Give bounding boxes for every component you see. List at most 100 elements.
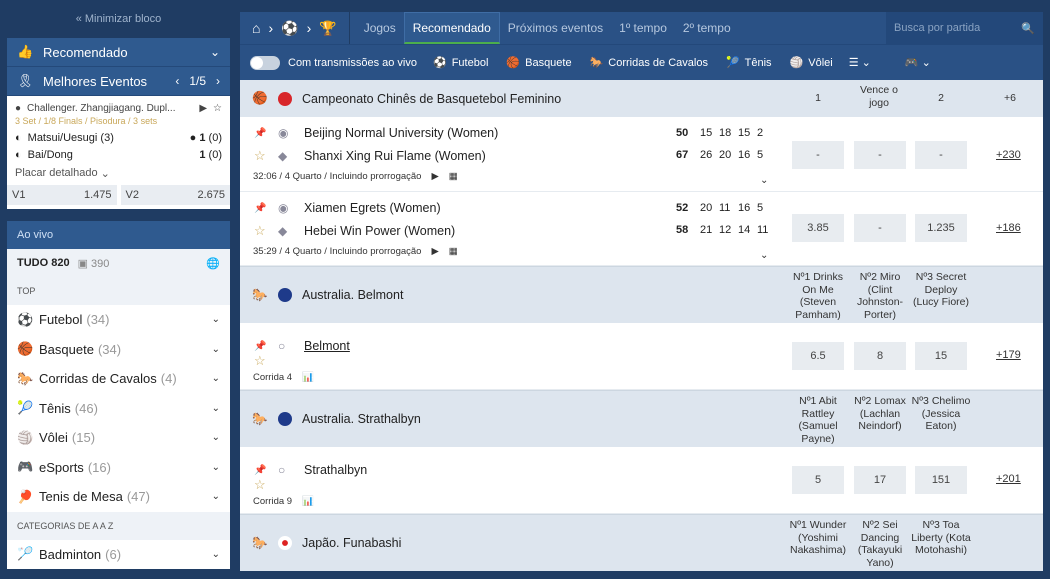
all-live-filter[interactable]: TUDO 820 ▣ 390 🌐 <box>7 249 230 277</box>
chevron-down-icon[interactable]: ⌄ <box>211 432 220 444</box>
sidebar-sport-item[interactable]: 🏓 Tenis de Mesa (47) ⌄ <box>7 482 230 512</box>
sport-name: Vôlei <box>39 430 68 446</box>
league-header[interactable]: 🐎 Australia. Belmont Nº1 Drinks On Me (St… <box>240 266 1043 323</box>
prev-icon[interactable]: ‹ <box>175 74 180 88</box>
odd-button[interactable]: - <box>792 141 844 169</box>
sidebar-sport-item[interactable]: 🐎 Corridas de Cavalos (4) ⌄ <box>7 364 230 394</box>
race-name[interactable]: Strathalbyn <box>304 463 368 477</box>
odd-v2[interactable]: V2 2.675 <box>120 185 230 205</box>
star-icon[interactable]: ☆ <box>254 223 266 238</box>
odd-value: 1.475 <box>83 189 112 201</box>
sidebar-sport-item[interactable]: 🏐 Vôlei (15) ⌄ <box>7 423 230 453</box>
sidebar-sport-item[interactable]: 🎾 Tênis (46) ⌄ <box>7 394 230 424</box>
sidebar-sport-item[interactable]: 🏀 Basquete (34) ⌄ <box>7 335 230 365</box>
chevron-down-icon[interactable]: ⌄ <box>211 373 220 385</box>
tab[interactable]: 1º tempo <box>619 21 667 35</box>
sports-icon[interactable]: ⚽ <box>281 19 299 36</box>
pin-icon[interactable]: 📌 <box>254 202 267 214</box>
league-header[interactable]: 🐎 Australia. Strathalbyn Nº1 Abit Rattley… <box>240 390 1043 447</box>
recommended-header[interactable]: 👍 Recomendado ⌄ <box>7 38 230 67</box>
chevron-down-icon[interactable]: ⌄ <box>760 175 769 186</box>
filter-sport[interactable]: 🏐 Vôlei <box>790 56 833 69</box>
odd-v1[interactable]: V1 1.475 <box>7 185 117 205</box>
more-markets-link[interactable]: +179 <box>996 349 1021 361</box>
odd-button[interactable]: 17 <box>854 466 906 494</box>
next-icon[interactable]: › <box>216 74 220 88</box>
minimize-block-button[interactable]: « Minimizar bloco <box>75 13 162 25</box>
detailed-score-toggle[interactable]: Placar detalhado ⌄ <box>15 167 110 180</box>
tab[interactable]: Jogos <box>363 21 396 35</box>
recommended-label: Recomendado <box>43 44 128 60</box>
pin-icon[interactable]: 📌 <box>254 340 267 352</box>
stats-icon[interactable]: 📊 <box>302 372 314 383</box>
odd-button[interactable]: 5 <box>792 466 844 494</box>
sidebar-sport-item[interactable]: 🎮 eSports (16) ⌄ <box>7 453 230 483</box>
chevron-down-icon[interactable]: ⌄ <box>211 343 220 355</box>
trophy-icon[interactable]: 🏆 <box>319 19 337 36</box>
chevron-down-icon[interactable]: ⌄ <box>760 250 769 261</box>
odd-button[interactable]: - <box>854 141 906 169</box>
score: 67 <box>676 149 689 161</box>
chevron-down-icon[interactable]: ⌄ <box>209 45 220 59</box>
filter-sport[interactable]: 🐎 Corridas de Cavalos <box>590 56 708 69</box>
chevron-down-icon[interactable]: ⌄ <box>211 548 220 560</box>
chevron-down-icon[interactable]: ⌄ <box>211 491 220 503</box>
race-row[interactable]: 📌 ○ Strathalbyn ☆ Corrida 9 📊 5 17 151 +201 <box>240 447 1043 514</box>
horse-icon: 🐎 <box>252 287 268 302</box>
race-name[interactable]: Belmont <box>304 339 350 353</box>
pin-icon[interactable]: 📌 <box>254 127 267 139</box>
match-row[interactable]: 📌 ◉ Beijing Normal University (Women) ☆ ◆ Sh… <box>240 117 1043 192</box>
odd-button[interactable]: - <box>854 214 906 242</box>
filter-sport[interactable]: 🎾 Tênis <box>726 56 772 69</box>
league-header[interactable]: 🐎 Japão. Funabashi Nº1 Wunder (Yoshimi Na… <box>240 514 1043 571</box>
team-name: Bai/Dong <box>27 148 73 161</box>
award-icon: 🎗 <box>17 73 34 88</box>
tab[interactable]: Recomendado <box>403 12 500 44</box>
star-icon[interactable]: ☆ <box>254 148 266 163</box>
stats-icon[interactable]: ▦ <box>448 171 458 182</box>
all-count: TUDO 820 <box>17 257 70 269</box>
stats-icon[interactable]: 📊 <box>302 496 314 507</box>
odd-button[interactable]: - <box>915 141 967 169</box>
globe-icon[interactable]: 🌐 <box>206 257 220 270</box>
video-icon[interactable]: ▶ <box>199 102 208 114</box>
pin-icon[interactable]: 📌 <box>254 464 267 476</box>
odd-button[interactable]: 1.235 <box>915 214 967 242</box>
star-icon[interactable]: ☆ <box>254 353 266 368</box>
odd-button[interactable]: 15 <box>915 342 967 370</box>
star-icon[interactable]: ☆ <box>254 477 266 492</box>
star-icon[interactable]: ☆ <box>213 102 222 114</box>
odd-button[interactable]: 151 <box>915 466 967 494</box>
more-markets-link[interactable]: +186 <box>996 222 1021 234</box>
race-row[interactable]: 📌 ○ Belmont ☆ Corrida 4 📊 6.5 8 15 +179 <box>240 323 1043 390</box>
chevron-down-icon[interactable]: ⌄ <box>211 314 220 326</box>
odd-button[interactable]: 6.5 <box>792 342 844 370</box>
sidebar-sport-item[interactable]: 🏸 Badminton (6) ⌄ <box>7 540 230 570</box>
odd-button[interactable]: 3.85 <box>792 214 844 242</box>
team-name: Xiamen Egrets (Women) <box>304 201 441 215</box>
search-icon[interactable]: 🔍 <box>1021 22 1035 35</box>
chevron-down-icon[interactable]: ⌄ <box>211 461 220 473</box>
match-row[interactable]: 📌 ◉ Xiamen Egrets (Women) ☆ ◆ Hebei Win Powe… <box>240 192 1043 266</box>
tab[interactable]: 2º tempo <box>682 21 731 35</box>
sidebar-sport-item[interactable]: ⚽ Futebol (34) ⌄ <box>7 305 230 335</box>
filter-sport[interactable]: 🏀 Basquete <box>506 56 571 69</box>
sport-count: (15) <box>71 430 96 446</box>
video-icon[interactable]: ▶ <box>431 246 439 257</box>
odd-button[interactable]: 8 <box>854 342 906 370</box>
esports-menu-icon[interactable]: 🎮 ⌄ <box>904 57 931 69</box>
league-header[interactable]: 🏀 Campeonato Chinês de Basquetebol Femini… <box>240 80 1043 117</box>
chevron-down-icon[interactable]: ⌄ <box>211 402 220 414</box>
more-markets-link[interactable]: +201 <box>996 473 1021 485</box>
best-event-card[interactable]: ● Challenger. Zhangjiagang. Dupl... ▶ ☆ 3 S… <box>7 96 230 209</box>
filter-sport[interactable]: ⚽ Futebol <box>433 56 488 69</box>
more-markets-link[interactable]: +230 <box>996 149 1021 161</box>
video-icon[interactable]: ▶ <box>431 171 439 182</box>
race-number: Corrida 4 <box>253 372 293 383</box>
more-sports-menu-icon[interactable]: ☰ ⌄ <box>848 57 871 69</box>
live-stream-toggle[interactable] <box>250 55 280 70</box>
tab[interactable]: Próximos eventos <box>507 21 604 35</box>
search-input[interactable]: Busca por partida 🔍 <box>886 12 1043 44</box>
stats-icon[interactable]: ▦ <box>448 246 458 257</box>
home-icon[interactable]: ⌂ <box>252 20 261 36</box>
